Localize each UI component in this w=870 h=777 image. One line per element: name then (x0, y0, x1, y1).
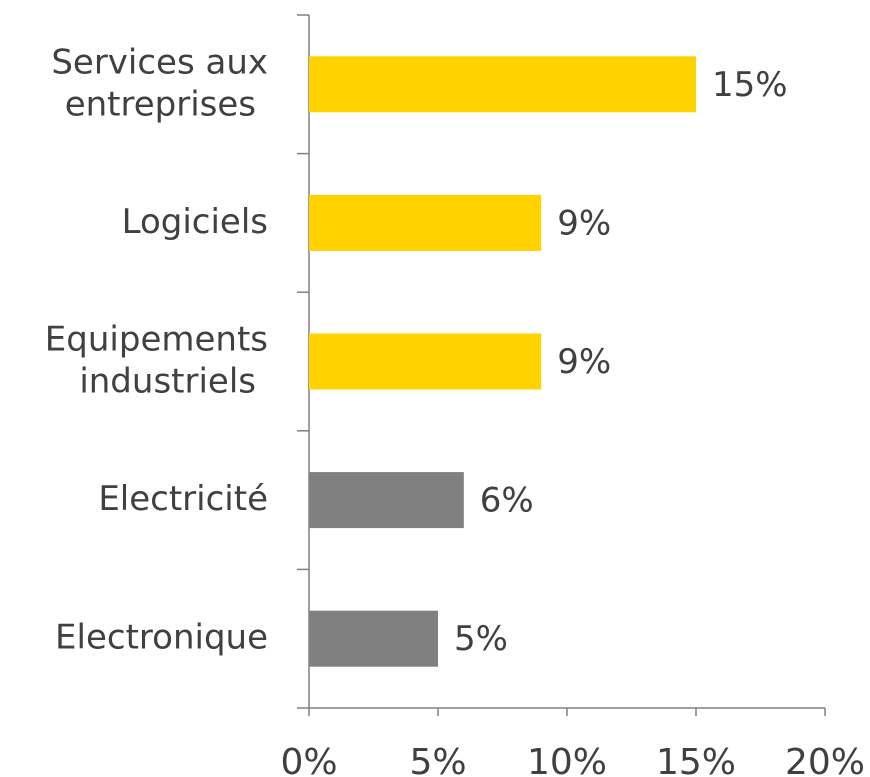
x-tick-label: 20% (785, 742, 865, 777)
value-label: 15% (712, 65, 788, 105)
label-line: Electronique (55, 617, 268, 657)
bar (309, 333, 542, 390)
value-label: 5% (454, 619, 508, 659)
y-tick-label: Equipements industriels (45, 319, 268, 401)
label-line: Logiciels (122, 201, 268, 241)
y-tick-label: Electronique (55, 617, 268, 657)
label-line: entreprises (65, 84, 256, 124)
x-tick-label: 15% (656, 742, 736, 777)
label-line: industriels (79, 361, 256, 401)
x-tick-label: 5% (409, 742, 466, 777)
bar (309, 610, 438, 667)
x-tick-label: 10% (527, 742, 607, 777)
y-tick-label: Services aux entreprises (51, 42, 268, 124)
label-line: Services aux (51, 42, 268, 82)
x-tick-label: 0% (280, 742, 337, 777)
bar (309, 472, 464, 529)
y-tick-label: Electricité (98, 479, 268, 519)
value-label: 9% (557, 203, 611, 243)
value-label: 9% (557, 342, 611, 382)
y-tick-label: Logiciels (122, 201, 268, 241)
label-line: Equipements (45, 319, 268, 359)
bar (309, 194, 542, 251)
label-line: Electricité (98, 479, 268, 519)
value-label: 6% (480, 481, 534, 521)
bar (309, 56, 696, 113)
